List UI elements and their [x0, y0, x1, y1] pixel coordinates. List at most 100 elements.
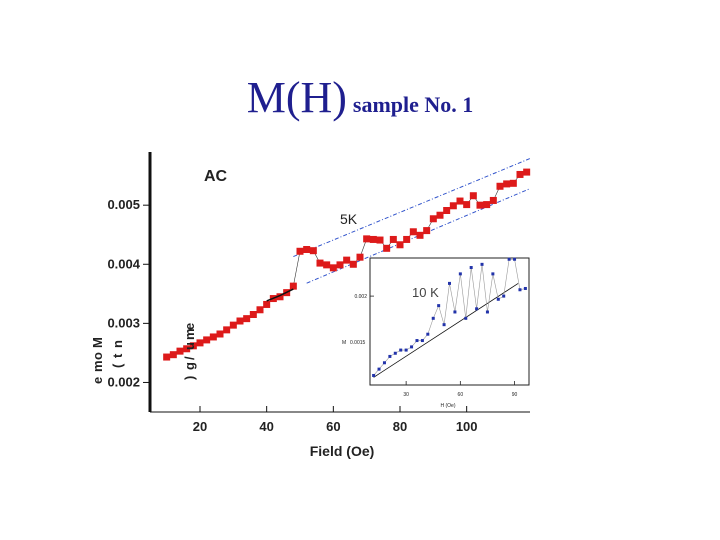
data-point: [416, 231, 424, 239]
data-point: [389, 235, 397, 243]
data-point: [523, 168, 531, 176]
inset-data-point: [485, 310, 489, 314]
y-axis-label-char: M: [90, 337, 105, 348]
data-point: [363, 235, 371, 243]
data-point: [229, 321, 237, 329]
inset-x-tick-label: 30: [403, 392, 409, 398]
data-point: [503, 180, 511, 188]
guide-line: [293, 158, 531, 258]
inset-data-point: [426, 332, 430, 336]
data-point: [516, 170, 524, 178]
data-point: [496, 182, 504, 190]
data-point: [249, 311, 257, 318]
data-point: [483, 201, 491, 209]
inset-data-point: [377, 367, 381, 371]
inset-data-point: [458, 272, 462, 276]
data-point: [209, 333, 217, 341]
inset-data-point: [513, 257, 517, 261]
inset-data-point: [469, 266, 473, 270]
data-point: [443, 207, 451, 214]
inset-x-tick-label: 90: [512, 392, 518, 398]
data-point: [396, 241, 404, 249]
data-point: [223, 326, 231, 334]
inset-data-point: [372, 373, 376, 377]
y-tick-label: 0.003: [107, 315, 140, 330]
inset-data-point: [393, 351, 397, 355]
data-point: [216, 330, 224, 338]
x-tick-label: 100: [456, 419, 478, 434]
data-point: [349, 260, 357, 268]
inset-data-point: [453, 310, 457, 314]
data-point: [336, 261, 344, 269]
inset-y-extra-label: 0.0015: [350, 340, 366, 346]
data-point: [456, 197, 464, 205]
data-point: [476, 201, 484, 209]
slide-title: M(H) sample No. 1: [0, 72, 720, 123]
data-point: [369, 235, 377, 243]
data-point: [489, 196, 497, 204]
inset-data-point: [491, 272, 495, 276]
data-point: [203, 336, 211, 344]
data-point: [409, 228, 417, 236]
inset-data-point: [388, 354, 392, 358]
x-tick-label: 80: [393, 419, 407, 434]
inset-data-point: [410, 345, 414, 349]
inset-data-point: [437, 304, 441, 308]
data-point: [163, 353, 171, 361]
inset-data-point: [442, 323, 446, 327]
data-point: [469, 192, 477, 200]
data-point: [356, 253, 364, 261]
inset-guide-line: [373, 283, 519, 378]
data-point: [169, 351, 177, 359]
data-point: [196, 339, 204, 347]
data-point: [423, 227, 431, 235]
inset-data-point: [496, 297, 500, 301]
data-point: [509, 179, 517, 187]
y-tick-label: 0.004: [107, 256, 140, 271]
data-point: [383, 244, 391, 252]
data-point: [316, 259, 324, 267]
data-point: [323, 261, 331, 269]
inset-data-point: [382, 361, 386, 365]
inset-data-point: [420, 339, 424, 343]
inset-x-tick-label: 60: [458, 392, 464, 398]
inset-data-point: [448, 281, 451, 285]
data-point: [176, 347, 184, 355]
y-axis-label-char: g: [182, 362, 197, 370]
data-point: [343, 256, 351, 264]
annotation-10k: 10 K: [412, 285, 439, 300]
data-point: [189, 342, 197, 350]
y-axis-label-char: ): [182, 376, 197, 380]
y-axis-label-char: n: [110, 340, 125, 348]
y-axis-label-char: m: [90, 360, 105, 372]
inset-y-axis-label: M: [342, 340, 346, 346]
data-point: [256, 306, 264, 314]
y-tick-label: 0.005: [107, 197, 140, 212]
inset-data-point: [399, 348, 403, 352]
title-sub: sample No. 1: [352, 92, 474, 117]
inset-data-point: [502, 294, 506, 298]
x-tick-label: 60: [326, 419, 340, 434]
data-point: [289, 282, 297, 290]
y-axis-label-char: /: [182, 356, 197, 360]
x-tick-label: 40: [259, 419, 273, 434]
data-point: [403, 235, 411, 243]
data-point: [376, 236, 384, 244]
inset-data-point: [518, 288, 522, 292]
y-axis-label-char: e: [182, 323, 197, 330]
inset-data-point: [464, 316, 468, 320]
data-point: [429, 215, 437, 223]
y-axis-label-char: (: [110, 363, 125, 368]
y-tick-label: 0.002: [107, 374, 140, 389]
data-point: [436, 211, 444, 219]
x-tick-label: 20: [193, 419, 207, 434]
y-axis-label-char: e: [90, 377, 105, 384]
data-point: [276, 293, 284, 301]
inset-data-point: [507, 257, 511, 261]
inset-data-point: [480, 262, 484, 266]
inset-plot-area: [369, 257, 530, 386]
data-point: [183, 345, 191, 353]
inset-data-point: [404, 348, 408, 352]
